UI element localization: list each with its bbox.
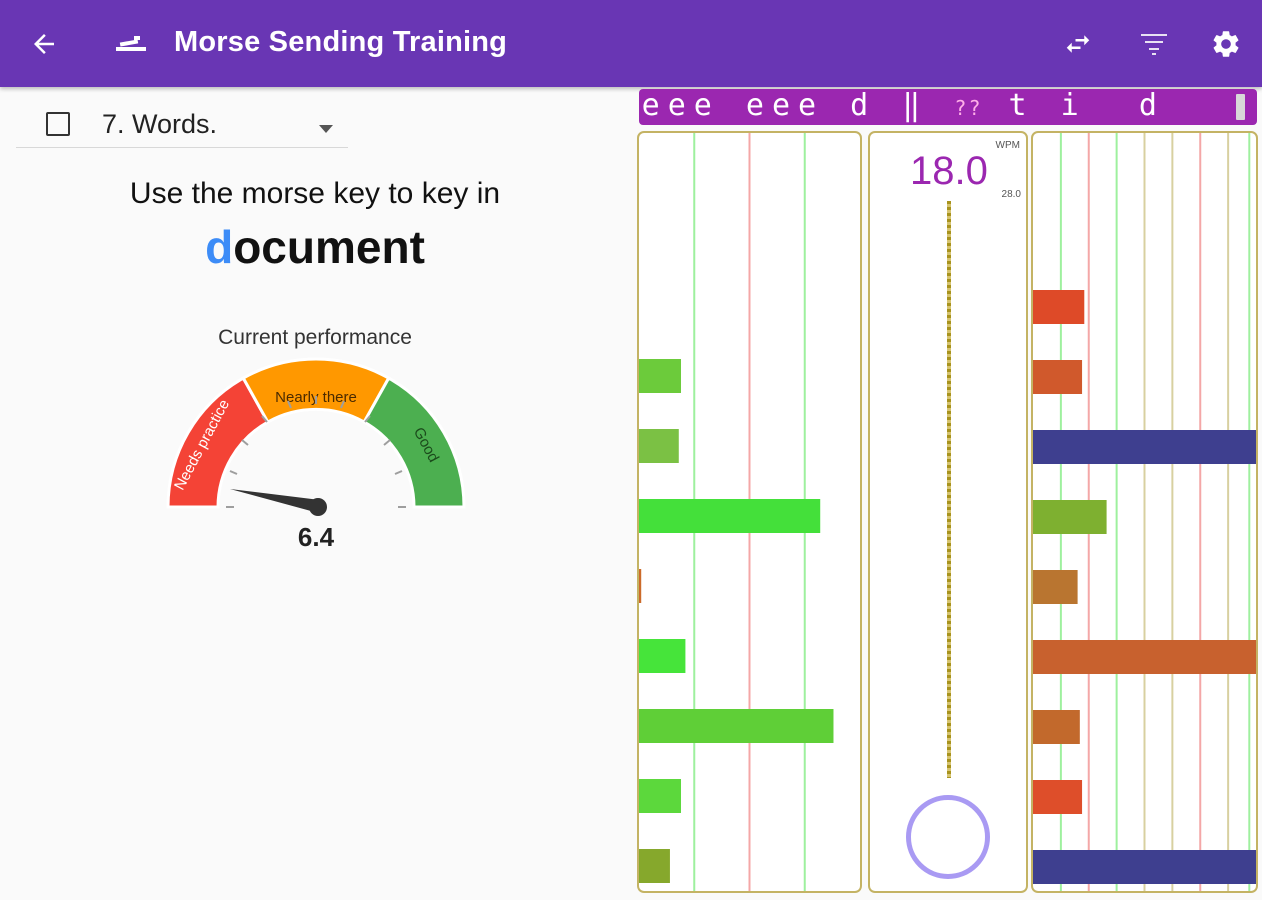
caret-down-icon [319,120,333,138]
gauge-value: 6.4 [297,522,335,552]
app-bar: Morse Sending Training [0,0,1262,87]
right-timing-bar [1033,290,1085,324]
mode-checkbox[interactable] [46,112,70,136]
settings-icon[interactable] [1206,24,1246,64]
gauge-band-good [362,376,466,509]
right-timing-bar [1033,430,1256,464]
decoded-unknown: ?? [954,96,983,120]
left-timing-bar [639,849,670,883]
mode-dropdown[interactable]: 7. Words. [16,87,348,148]
timing-chart-left [639,133,834,891]
right-timing-bar [1033,780,1083,814]
right-timing-bar [1033,640,1256,674]
left-timing-bar [639,429,679,463]
left-timing-bar [639,639,686,673]
right-timing-bar [1033,850,1256,884]
mode-dropdown-label: 7. Words. [102,109,218,139]
training-panel: 7. Words. Use the morse key to key in do… [0,87,634,900]
wpm-value: 18.0 [910,149,988,193]
wpm-max: 28.0 [1001,189,1021,200]
decoded-text-pre: eee eee d ‖ [641,88,955,123]
morse-key-icon [110,30,150,58]
decoded-text-post: t i d [982,88,1191,123]
gauge-needle [230,489,322,514]
decoded-text: eee eee d ‖ ?? t i d [642,89,1191,125]
gauge-hub [309,498,327,516]
wpm-panel: WPM 18.0 28.0 [868,131,1028,893]
decoded-text-banner: eee eee d ‖ ?? t i d [639,89,1257,125]
right-timing-bar [1033,710,1080,744]
app-title: Morse Sending Training [174,26,508,58]
filter-icon[interactable] [1134,24,1174,64]
morse-key-button[interactable] [906,795,990,879]
left-timing-bar [639,779,681,813]
wpm-slider-track[interactable] [947,201,951,778]
right-timing-bar [1033,500,1107,534]
target-word: document [0,220,630,274]
right-timing-bar [1033,360,1083,394]
cursor-bar [1236,94,1245,120]
target-word-remaining: ocument [233,221,425,273]
prompt-text: Use the morse key to key in [129,177,501,210]
gauge-ticks [226,396,406,508]
wpm-unit-label: WPM [995,140,1020,151]
timing-chart-right [1033,133,1256,891]
performance-label: Current performance [218,326,412,349]
timing-panel-right [1031,131,1258,893]
right-timing-bar [1033,570,1078,604]
left-timing-bar [639,709,834,743]
swap-icon[interactable] [1058,24,1098,64]
left-timing-bar [639,569,642,603]
target-word-keyed: d [205,221,234,273]
arrow-back-icon[interactable] [24,24,64,64]
performance-gauge: Needs practice Nearly there Good [160,352,480,532]
timing-panel-left [637,131,862,893]
left-timing-bar [639,359,681,393]
left-timing-bar [639,499,821,533]
